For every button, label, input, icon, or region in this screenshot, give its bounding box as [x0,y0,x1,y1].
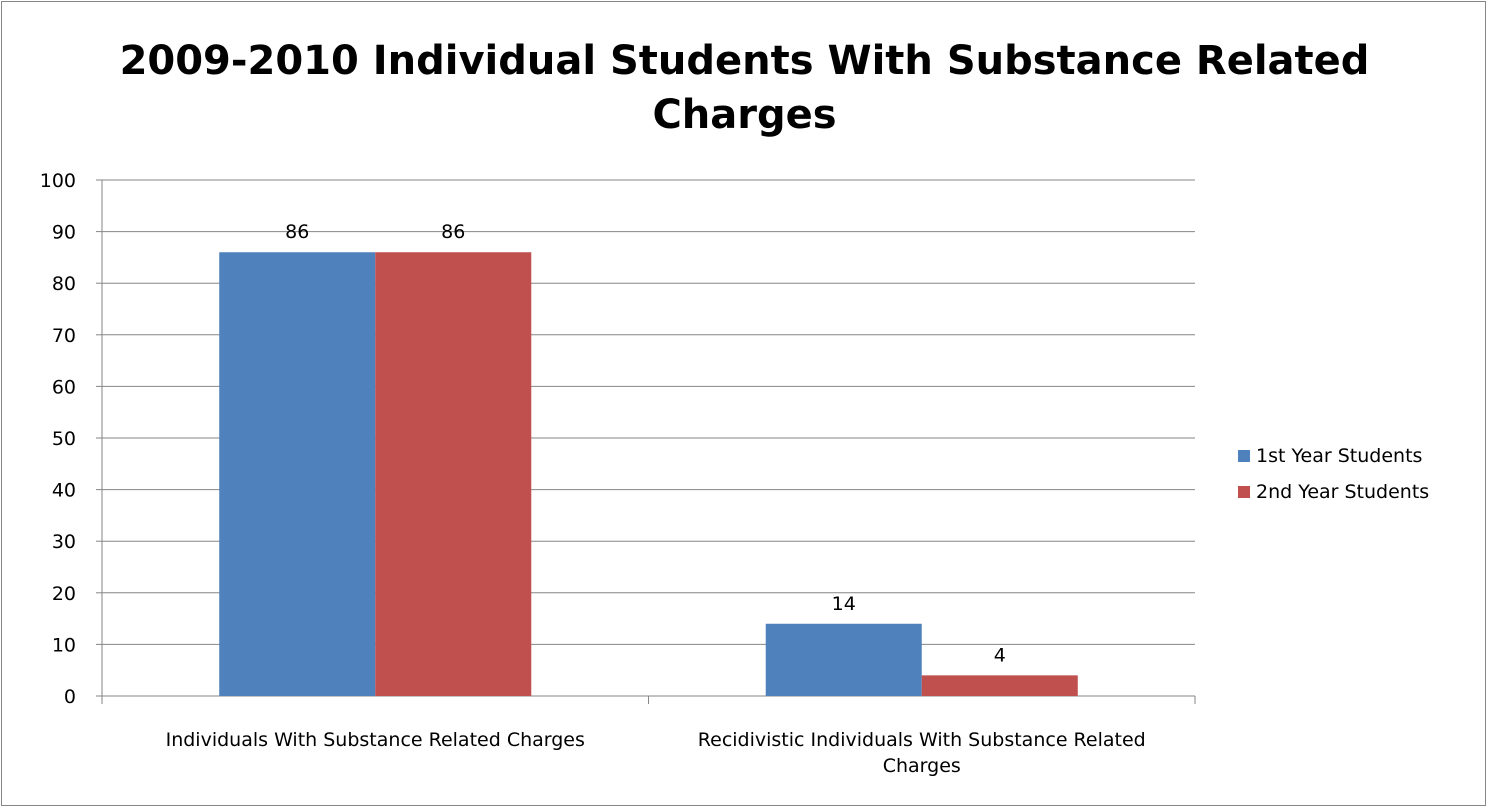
y-tick-label: 90 [52,222,76,244]
y-tick-label: 80 [52,273,76,295]
legend-label-1: 1st Year Students [1256,445,1422,467]
y-tick-label: 10 [52,634,76,656]
data-label: 86 [441,221,465,243]
y-tick-label: 20 [52,583,76,605]
chart-title: 2009-2010 Individual Students With Subst… [0,34,1489,142]
x-category-label: Charges [883,755,961,777]
bar-1-2 [765,623,922,696]
bar-1-1 [219,252,376,697]
data-label: 14 [832,593,856,615]
bar-2-2 [921,675,1078,696]
x-category-label: Recidivistic Individuals With Substance … [698,729,1146,751]
chart-title-line-1: 2009-2010 Individual Students With Subst… [119,38,1370,84]
y-tick-label: 50 [52,428,76,450]
data-label: 86 [285,221,309,243]
y-tick-label: 60 [52,376,76,398]
x-category-label: Individuals With Substance Related Charg… [166,729,585,751]
y-tick-label: 70 [52,325,76,347]
bar-2-1 [375,252,532,697]
y-tick-label: 30 [52,531,76,553]
y-tick-label: 40 [52,480,76,502]
legend-label-2: 2nd Year Students [1256,481,1429,503]
y-tick-label: 0 [64,686,76,708]
legend-swatch-2 [1238,486,1250,498]
y-tick-label: 100 [40,170,76,192]
chart-title-line-2: Charges [652,92,837,138]
data-label: 4 [994,644,1006,666]
legend-swatch-1 [1238,450,1250,462]
